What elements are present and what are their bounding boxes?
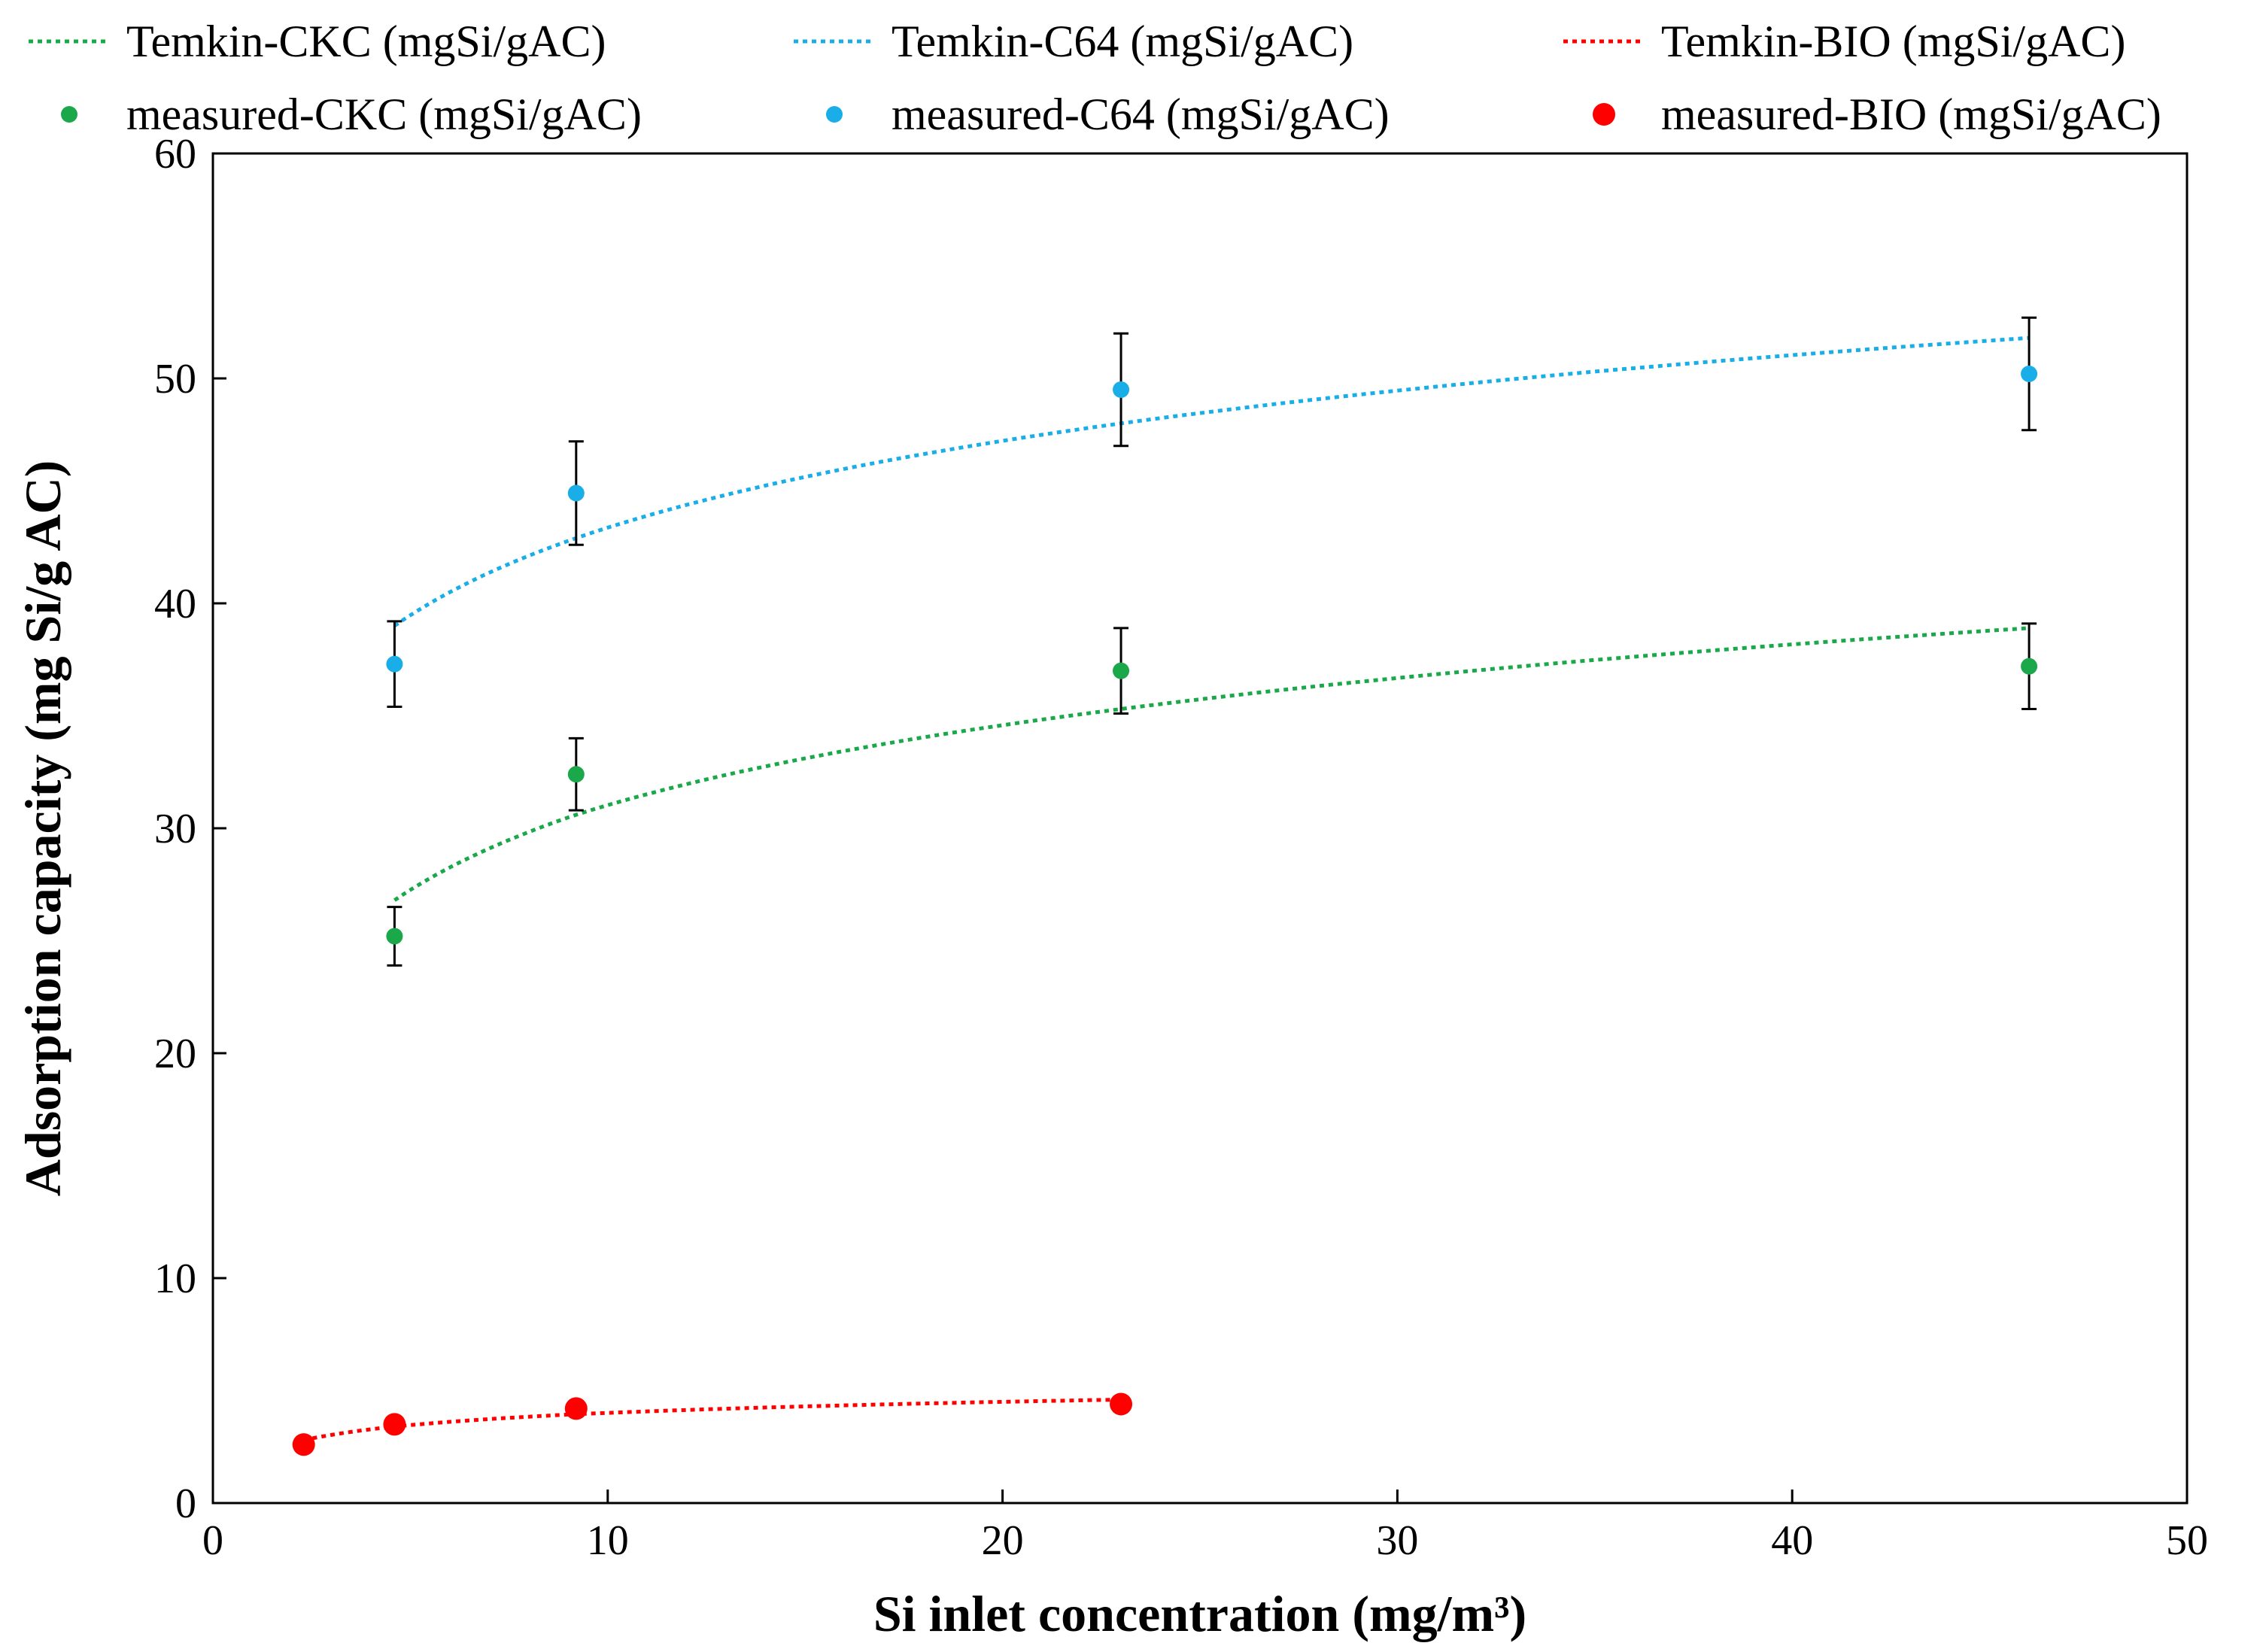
- legend-marker-swatch: [1593, 103, 1615, 126]
- data-point: [383, 1413, 406, 1436]
- data-point: [292, 1433, 315, 1456]
- y-tick-label: 60: [154, 131, 196, 178]
- series-measured-bio: [292, 1392, 1133, 1456]
- y-axis: 0 10 20 30 40 50 60: [154, 131, 226, 1527]
- data-point: [386, 928, 403, 945]
- plot-area-frame: [211, 152, 2189, 1505]
- y-axis-title: Adsorption capacity (mg Si/g AC): [14, 460, 71, 1196]
- legend-label: measured-CKC (mgSi/gAC): [126, 90, 642, 139]
- data-point: [1113, 662, 1130, 679]
- data-point: [567, 484, 585, 502]
- x-tick-label: 30: [1376, 1517, 1418, 1564]
- data-point: [564, 1397, 588, 1420]
- series-temkin-c64: [393, 336, 2030, 627]
- x-tick-label: 20: [982, 1517, 1024, 1564]
- series-measured-ckc: [386, 622, 2038, 967]
- data-point: [386, 655, 403, 673]
- x-axis-title: Si inlet concentration (mg/m³): [873, 1585, 1526, 1642]
- series-temkin-bio: [303, 1398, 1122, 1442]
- legend-marker-swatch: [61, 106, 77, 123]
- fit-line-temkin-ckc: [393, 626, 2030, 902]
- legend-item-temkin-c64: Temkin-C64 (mgSi/gAC): [794, 17, 1353, 66]
- data-point: [2021, 366, 2038, 383]
- legend-label: measured-C64 (mgSi/gAC): [892, 90, 1390, 139]
- y-tick-label: 0: [175, 1480, 196, 1527]
- x-axis: 0 10 20 30 40 50: [202, 1490, 2208, 1564]
- x-tick-label: 40: [1771, 1517, 1813, 1564]
- series-temkin-ckc: [393, 626, 2030, 902]
- x-tick-label: 0: [202, 1517, 223, 1564]
- y-tick-label: 10: [154, 1256, 196, 1302]
- legend-item-temkin-ckc: Temkin-CKC (mgSi/gAC): [29, 17, 606, 66]
- legend-item-temkin-bio: Temkin-BIO (mgSi/gAC): [1563, 17, 2125, 66]
- y-tick-label: 50: [154, 356, 196, 402]
- series-measured-c64: [386, 316, 2038, 709]
- data-point: [567, 766, 585, 783]
- legend-label: measured-BIO (mgSi/gAC): [1661, 90, 2161, 139]
- legend-item-measured-c64: measured-C64 (mgSi/gAC): [826, 90, 1390, 139]
- y-tick-label: 20: [154, 1031, 196, 1077]
- series-layer: [292, 316, 2038, 1456]
- x-tick-label: 50: [2166, 1517, 2208, 1564]
- data-point: [1110, 1392, 1133, 1416]
- x-tick-label: 10: [587, 1517, 629, 1564]
- legend-label: Temkin-BIO (mgSi/gAC): [1661, 17, 2125, 66]
- y-tick-label: 40: [154, 581, 196, 627]
- legend-item-measured-bio: measured-BIO (mgSi/gAC): [1593, 90, 2161, 139]
- legend: Temkin-CKC (mgSi/gAC) Temkin-C64 (mgSi/gA…: [29, 17, 2161, 139]
- fit-line-temkin-c64: [393, 336, 2030, 627]
- legend-item-measured-ckc: measured-CKC (mgSi/gAC): [61, 90, 642, 139]
- legend-marker-swatch: [826, 106, 843, 123]
- legend-label: Temkin-C64 (mgSi/gAC): [892, 17, 1353, 66]
- legend-label: Temkin-CKC (mgSi/gAC): [126, 17, 606, 66]
- fit-line-temkin-bio: [303, 1398, 1122, 1442]
- data-point: [1113, 381, 1130, 398]
- y-tick-label: 30: [154, 806, 196, 852]
- data-point: [2021, 657, 2038, 675]
